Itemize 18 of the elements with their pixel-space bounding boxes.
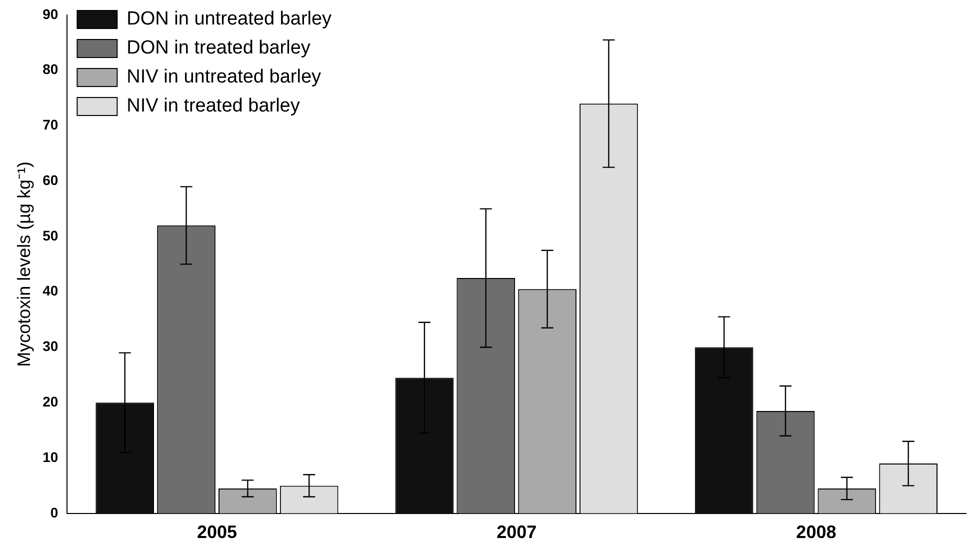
y-tick-label: 20	[42, 394, 58, 410]
y-tick-label: 80	[42, 61, 58, 78]
y-tick-label: 0	[50, 504, 58, 520]
legend-label: DON in treated barley	[126, 38, 311, 59]
y-tick-label: 60	[42, 172, 58, 188]
y-tick-label: 50	[42, 227, 58, 244]
y-tick-label: 10	[42, 448, 58, 465]
legend-label: NIV in treated barley	[126, 96, 300, 117]
x-tick-label: 2008	[796, 522, 836, 542]
x-tick-label: 2005	[196, 522, 237, 542]
y-tick-label: 70	[42, 116, 58, 133]
legend-label: NIV in untreated barley	[126, 66, 322, 88]
y-axis-title: Mycotoxin levels (µg kg⁻¹)	[14, 161, 34, 367]
legend-label: DON in untreated barley	[126, 8, 332, 30]
y-tick-label: 40	[42, 282, 58, 299]
x-tick-label: 2007	[496, 522, 537, 542]
y-tick-label: 90	[42, 6, 58, 22]
y-tick-label: 30	[42, 338, 58, 354]
